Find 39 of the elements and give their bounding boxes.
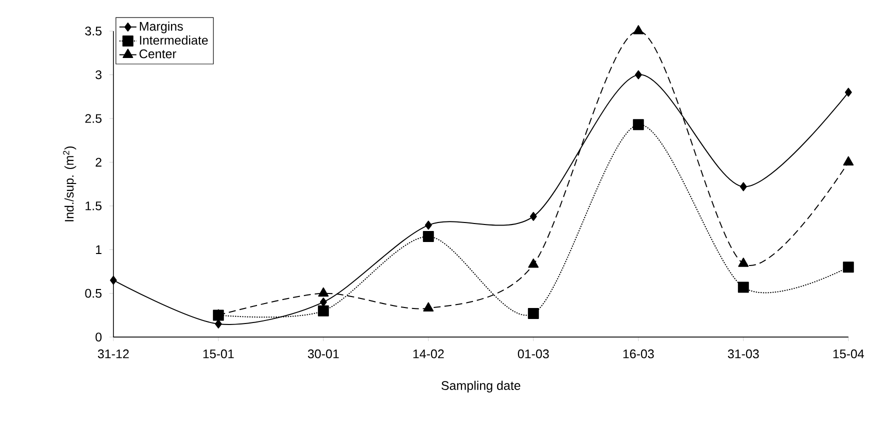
x-tick-label: 31-12 xyxy=(98,349,129,358)
x-tick-label: 16-03 xyxy=(623,349,654,358)
x-tick-label: 15-04 xyxy=(833,349,864,358)
y-tick-label: 2.5 xyxy=(85,114,102,123)
point xyxy=(530,212,537,221)
point xyxy=(318,305,329,316)
point xyxy=(843,156,854,166)
point xyxy=(528,258,539,268)
y-tick-label: 3.5 xyxy=(85,26,102,36)
point xyxy=(422,231,434,242)
point xyxy=(318,287,329,297)
legend-label: Center xyxy=(140,49,176,58)
point xyxy=(424,220,432,230)
y-tick-label: 2 xyxy=(96,158,102,167)
x-tick-label: 01-03 xyxy=(518,349,549,358)
point xyxy=(632,119,644,130)
point xyxy=(842,262,854,273)
legend-label: Margins xyxy=(140,22,183,34)
legend-label: Intermediate xyxy=(140,35,208,45)
x-axis-title: Sampling date xyxy=(442,380,520,392)
point xyxy=(110,276,117,285)
point xyxy=(738,282,749,293)
point xyxy=(738,258,749,267)
y-tick-label: 3 xyxy=(96,70,102,80)
point xyxy=(844,88,852,97)
point xyxy=(423,302,434,312)
x-tick-label: 31-03 xyxy=(728,349,759,358)
point xyxy=(634,70,642,80)
y-tick-label: 0 xyxy=(96,332,102,342)
x-tick-label: 14-02 xyxy=(413,349,444,358)
y-axis-title: Ind./sup. (m$^{2}$) xyxy=(63,146,76,222)
point xyxy=(740,182,747,192)
point xyxy=(528,308,539,319)
point xyxy=(633,25,644,34)
y-tick-label: 0.5 xyxy=(85,288,102,298)
x-tick-label: 30-01 xyxy=(308,349,339,358)
y-tick-label: 1 xyxy=(96,245,102,254)
y-tick-label: 1.5 xyxy=(86,202,102,210)
x-tick-label: 15-01 xyxy=(203,349,234,358)
